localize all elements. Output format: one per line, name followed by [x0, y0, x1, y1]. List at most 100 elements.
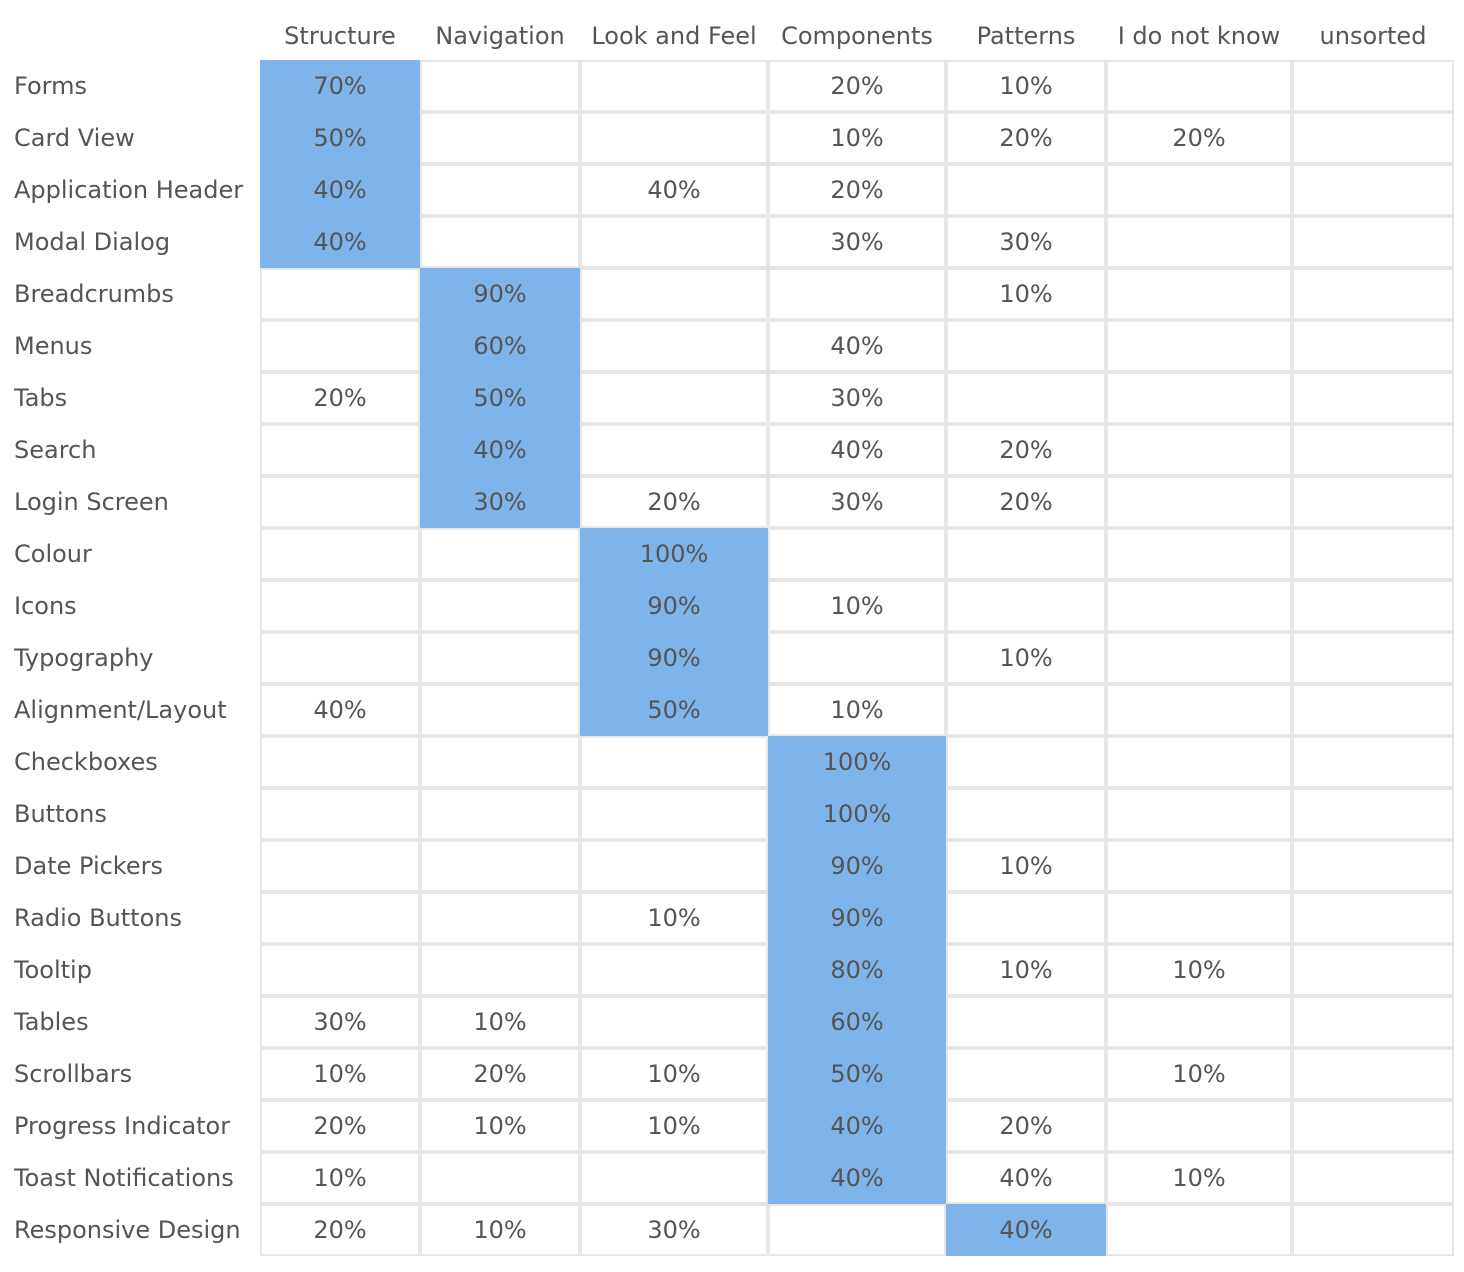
row-label: Colour	[14, 540, 92, 568]
matrix-cell: 20%	[946, 476, 1106, 528]
matrix-cell	[580, 268, 768, 320]
matrix-cell	[260, 736, 420, 788]
matrix-cell	[1106, 580, 1292, 632]
matrix-cell	[1106, 736, 1292, 788]
matrix-cell: 30%	[580, 1204, 768, 1256]
matrix-cell	[946, 736, 1106, 788]
matrix-cell	[1106, 684, 1292, 736]
matrix-cell	[1106, 892, 1292, 944]
matrix-cell	[580, 320, 768, 372]
matrix-cell: 10%	[420, 1100, 580, 1152]
matrix-cell: 10%	[580, 1048, 768, 1100]
matrix-cell	[1292, 216, 1454, 268]
highlighted-cell: 40%	[420, 424, 580, 476]
matrix-cell	[1106, 528, 1292, 580]
matrix-cell	[420, 528, 580, 580]
matrix-cell	[768, 268, 946, 320]
matrix-cell: 10%	[1106, 1048, 1292, 1100]
highlighted-cell: 60%	[768, 996, 946, 1048]
matrix-cell: 20%	[260, 1204, 420, 1256]
matrix-cell: 20%	[768, 60, 946, 112]
matrix-cell: 10%	[946, 840, 1106, 892]
highlighted-cell: 40%	[768, 1100, 946, 1152]
matrix-cell	[420, 788, 580, 840]
matrix-cell	[1292, 268, 1454, 320]
row-label: Login Screen	[14, 488, 169, 516]
matrix-cell: 30%	[946, 216, 1106, 268]
column-header: Structure	[284, 22, 396, 50]
row-label: Buttons	[14, 800, 107, 828]
matrix-cell	[768, 632, 946, 684]
matrix-cell	[420, 892, 580, 944]
matrix-cell: 30%	[260, 996, 420, 1048]
matrix-cell	[420, 580, 580, 632]
matrix-cell	[420, 60, 580, 112]
matrix-cell	[420, 112, 580, 164]
matrix-cell	[580, 996, 768, 1048]
matrix-cell	[580, 112, 768, 164]
matrix-cell	[1106, 372, 1292, 424]
matrix-cell	[420, 164, 580, 216]
matrix-cell	[946, 372, 1106, 424]
matrix-cell	[946, 320, 1106, 372]
matrix-cell	[580, 372, 768, 424]
matrix-cell: 20%	[946, 1100, 1106, 1152]
matrix-cell: 10%	[260, 1048, 420, 1100]
highlighted-cell: 90%	[768, 840, 946, 892]
highlighted-cell: 70%	[260, 60, 420, 112]
matrix-cell	[946, 1048, 1106, 1100]
matrix-cell: 10%	[946, 632, 1106, 684]
matrix-cell: 10%	[260, 1152, 420, 1204]
matrix-cell	[1292, 1100, 1454, 1152]
row-label: Menus	[14, 332, 93, 360]
matrix-cell	[260, 944, 420, 996]
matrix-cell: 40%	[768, 320, 946, 372]
matrix-cell: 10%	[946, 60, 1106, 112]
column-header: unsorted	[1319, 22, 1427, 50]
matrix-cell	[580, 1152, 768, 1204]
highlighted-cell: 100%	[768, 736, 946, 788]
matrix-cell	[260, 268, 420, 320]
matrix-cell	[260, 424, 420, 476]
matrix-cell	[1292, 528, 1454, 580]
highlighted-cell: 40%	[260, 216, 420, 268]
matrix-cell	[1292, 164, 1454, 216]
row-label: Modal Dialog	[14, 228, 171, 256]
matrix-cell	[1106, 216, 1292, 268]
matrix-cell	[946, 996, 1106, 1048]
matrix-cell	[1292, 580, 1454, 632]
matrix-cell	[946, 528, 1106, 580]
matrix-cell	[1106, 1100, 1292, 1152]
matrix-cell	[1292, 112, 1454, 164]
row-label: Tooltip	[14, 956, 92, 984]
matrix-cell	[1292, 372, 1454, 424]
highlighted-cell: 90%	[580, 632, 768, 684]
row-label: Radio Buttons	[14, 904, 182, 932]
matrix-cell	[1106, 320, 1292, 372]
highlighted-cell: 50%	[420, 372, 580, 424]
highlighted-cell: 90%	[768, 892, 946, 944]
matrix-cell	[1292, 684, 1454, 736]
matrix-cell	[1292, 632, 1454, 684]
highlighted-cell: 30%	[420, 476, 580, 528]
matrix-cell: 20%	[946, 424, 1106, 476]
matrix-cell	[420, 736, 580, 788]
matrix-cell	[260, 320, 420, 372]
matrix-cell	[946, 164, 1106, 216]
highlighted-cell: 80%	[768, 944, 946, 996]
row-label: Progress Indicator	[14, 1112, 231, 1140]
matrix-cell	[1106, 60, 1292, 112]
highlighted-cell: 100%	[768, 788, 946, 840]
matrix-cell	[946, 580, 1106, 632]
matrix-cell	[1292, 944, 1454, 996]
matrix-cell	[1106, 788, 1292, 840]
highlighted-cell: 40%	[768, 1152, 946, 1204]
matrix-cell	[1292, 892, 1454, 944]
matrix-cell	[260, 632, 420, 684]
highlighted-cell: 100%	[580, 528, 768, 580]
matrix-cell	[1292, 1204, 1454, 1256]
matrix-cell	[420, 1152, 580, 1204]
matrix-cell: 10%	[1106, 944, 1292, 996]
matrix-cell: 10%	[946, 944, 1106, 996]
matrix-cell: 40%	[580, 164, 768, 216]
